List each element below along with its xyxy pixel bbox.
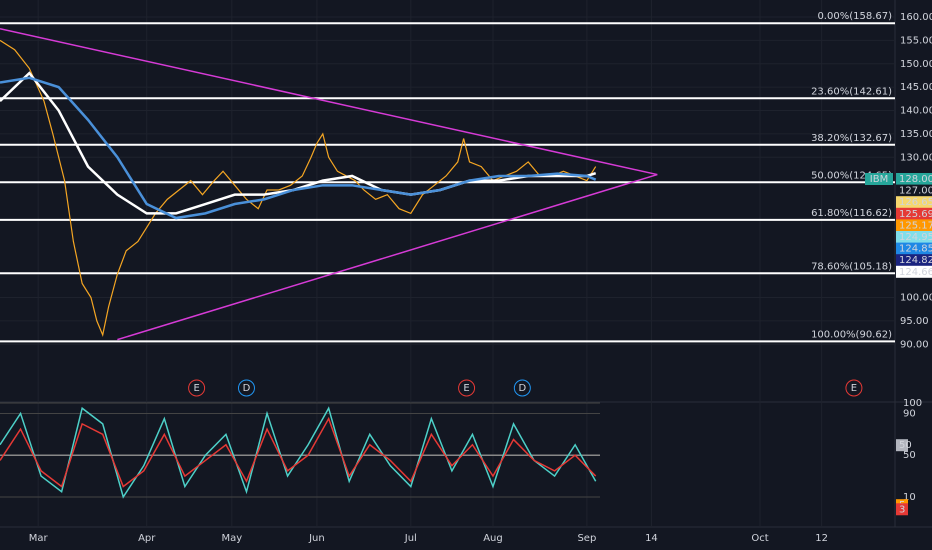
y-tick-label: 130.00 bbox=[900, 152, 932, 163]
symbol-label: IBM bbox=[870, 174, 888, 185]
price-badge-label: 126.65 bbox=[899, 197, 932, 208]
price-badge bbox=[896, 242, 932, 255]
x-tick-label: Sep bbox=[577, 533, 596, 544]
x-tick-label: 14 bbox=[645, 533, 658, 544]
event-label: E bbox=[851, 383, 857, 394]
x-tick-label: Mar bbox=[29, 533, 49, 544]
price-badge bbox=[896, 265, 932, 278]
price-badge bbox=[896, 173, 932, 185]
price-badge-label: 125.17 bbox=[899, 220, 932, 231]
fib-label: 100.00%(90.62) bbox=[811, 329, 892, 340]
price-badge bbox=[896, 231, 932, 243]
y-tick-label: 95.00 bbox=[900, 316, 929, 327]
x-tick-label: Jul bbox=[404, 533, 417, 544]
price-badge-label: 124.95 bbox=[899, 232, 932, 243]
price-badge-label: 124.82 bbox=[899, 255, 932, 266]
event-marker bbox=[188, 379, 206, 397]
osc-badge-label: 3 bbox=[899, 504, 905, 515]
event-marker bbox=[237, 379, 255, 397]
y-tick-label: 140.00 bbox=[900, 106, 932, 117]
triangle-upper bbox=[0, 27, 658, 176]
osc-line bbox=[0, 406, 597, 499]
osc-tick-label: 100 bbox=[903, 398, 922, 409]
price-badge-label: 127.00 bbox=[899, 186, 932, 197]
price-badge bbox=[896, 254, 932, 267]
osc-tick-label: 10 bbox=[903, 492, 916, 503]
symbol-badge bbox=[865, 173, 893, 185]
price-badge-label: 124.85 bbox=[899, 244, 932, 255]
x-tick-label: Aug bbox=[483, 533, 503, 544]
x-tick-label: Oct bbox=[751, 533, 768, 544]
y-tick-label: 100.00 bbox=[900, 293, 932, 304]
fib-label: 23.60%(142.61) bbox=[811, 86, 892, 97]
fib-label: 38.20%(132.67) bbox=[811, 133, 892, 144]
x-tick-label: Apr bbox=[138, 533, 156, 544]
y-tick-label: 145.00 bbox=[900, 82, 932, 93]
osc-badge bbox=[896, 439, 908, 452]
price-badge bbox=[896, 207, 932, 220]
fib-label: 78.60%(105.18) bbox=[811, 261, 892, 272]
osc-tick-label: 50 bbox=[903, 450, 916, 461]
event-marker bbox=[458, 379, 476, 397]
osc-badge bbox=[896, 503, 908, 516]
fib-label: 50.00%(124.65) bbox=[811, 170, 892, 181]
price-line bbox=[0, 39, 597, 337]
price-badge-label: 125.69 bbox=[899, 209, 932, 220]
event-marker bbox=[513, 379, 531, 397]
y-tick-label: 150.00 bbox=[900, 59, 932, 70]
x-tick-label: Jun bbox=[308, 533, 325, 544]
y-tick-label: 135.00 bbox=[900, 129, 932, 140]
event-label: E bbox=[463, 383, 469, 394]
y-tick-label: 90.00 bbox=[900, 339, 929, 350]
fib-label: 0.00%(158.67) bbox=[817, 11, 892, 22]
x-tick-label: 12 bbox=[815, 533, 828, 544]
event-label: D bbox=[243, 383, 251, 394]
y-tick-label: 155.00 bbox=[900, 35, 932, 46]
osc-tick-label: 90 bbox=[903, 408, 916, 419]
price-badge bbox=[896, 196, 932, 209]
osc-line bbox=[0, 416, 597, 488]
price-line bbox=[0, 71, 597, 215]
event-label: E bbox=[193, 383, 199, 394]
triangle-lower bbox=[117, 173, 658, 341]
fib-label: 61.80%(116.62) bbox=[811, 208, 892, 219]
price-badge bbox=[896, 219, 932, 232]
event-label: D bbox=[518, 383, 526, 394]
y-tick-label: 160.00 bbox=[900, 12, 932, 23]
price-badge bbox=[896, 184, 932, 197]
price-badge-label: 128.00 bbox=[899, 174, 932, 185]
osc-badge-label: 50 bbox=[899, 440, 912, 451]
price-badge-label: 124.66 bbox=[899, 267, 932, 278]
price-line bbox=[0, 76, 597, 220]
event-marker bbox=[845, 379, 863, 397]
x-tick-label: May bbox=[221, 533, 242, 544]
